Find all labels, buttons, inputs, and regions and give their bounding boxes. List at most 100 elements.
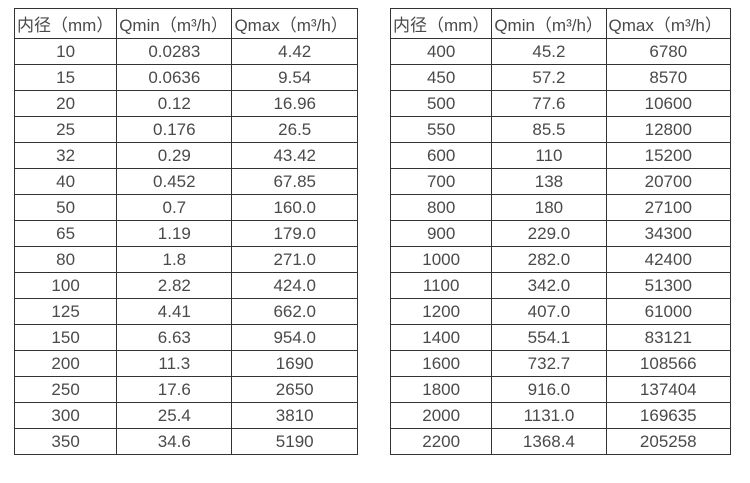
header-row: 内径（mm） Qmin（m³/h） Qmax（m³/h）: [13, 8, 358, 39]
table-row: 2200 1368.4 205258: [389, 428, 732, 455]
cell-qmax: 27100: [605, 194, 732, 221]
cell-diameter: 400: [389, 38, 493, 65]
cell-qmin: 34.6: [116, 428, 233, 455]
cell-diameter: 1400: [389, 324, 493, 351]
cell-diameter: 10: [13, 38, 118, 65]
cell-qmin: 45.2: [491, 38, 607, 65]
cell-diameter: 500: [389, 90, 493, 117]
flow-rate-table-small-diameters: 内径（mm） Qmin（m³/h） Qmax（m³/h） 10 0.0283 4.4…: [13, 8, 358, 455]
cell-diameter: 100: [13, 272, 118, 299]
table-row: 20 0.12 16.96: [13, 90, 358, 117]
cell-qmin: 229.0: [491, 220, 607, 247]
cell-qmax: 954.0: [231, 324, 358, 351]
cell-qmin: 25.4: [116, 402, 233, 429]
table-body: 10 0.0283 4.42 15 0.0636 9.54 20 0.12 16.96 25 0.1…: [13, 38, 358, 455]
cell-qmax: 61000: [605, 298, 732, 325]
table-row: 100 2.82 424.0: [13, 272, 358, 299]
table-row: 1400 554.1 83121: [389, 324, 732, 351]
table-row: 1800 916.0 137404: [389, 376, 732, 403]
cell-diameter: 700: [389, 168, 493, 195]
cell-qmax: 2650: [231, 376, 358, 403]
table-row: 800 180 27100: [389, 194, 732, 221]
cell-diameter: 65: [13, 220, 118, 247]
cell-qmin: 0.7: [116, 194, 233, 221]
cell-qmax: 8570: [605, 64, 732, 91]
cell-qmin: 407.0: [491, 298, 607, 325]
cell-qmin: 916.0: [491, 376, 607, 403]
cell-qmin: 0.0636: [116, 64, 233, 91]
cell-qmin: 110: [491, 142, 607, 169]
cell-qmin: 0.176: [116, 116, 233, 143]
header-qmax: Qmax（m³/h）: [231, 8, 358, 39]
table-row: 65 1.19 179.0: [13, 220, 358, 247]
cell-diameter: 150: [13, 324, 118, 351]
header-row: 内径（mm） Qmin（m³/h） Qmax（m³/h）: [389, 8, 732, 39]
cell-qmin: 0.0283: [116, 38, 233, 65]
table-row: 1100 342.0 51300: [389, 272, 732, 299]
cell-qmin: 1131.0: [491, 402, 607, 429]
cell-diameter: 15: [13, 64, 118, 91]
table-row: 500 77.6 10600: [389, 90, 732, 117]
table-row: 15 0.0636 9.54: [13, 64, 358, 91]
table-row: 250 17.6 2650: [13, 376, 358, 403]
cell-qmax: 5190: [231, 428, 358, 455]
cell-diameter: 900: [389, 220, 493, 247]
cell-qmin: 138: [491, 168, 607, 195]
table-header: 内径（mm） Qmin（m³/h） Qmax（m³/h）: [389, 8, 732, 39]
table-row: 700 138 20700: [389, 168, 732, 195]
cell-qmin: 342.0: [491, 272, 607, 299]
cell-qmax: 51300: [605, 272, 732, 299]
cell-qmax: 271.0: [231, 246, 358, 273]
cell-qmin: 732.7: [491, 350, 607, 377]
cell-diameter: 25: [13, 116, 118, 143]
header-qmin: Qmin（m³/h）: [491, 8, 607, 39]
table-row: 550 85.5 12800: [389, 116, 732, 143]
cell-qmax: 34300: [605, 220, 732, 247]
cell-qmax: 108566: [605, 350, 732, 377]
cell-qmax: 137404: [605, 376, 732, 403]
cell-qmax: 43.42: [231, 142, 358, 169]
cell-diameter: 1000: [389, 246, 493, 273]
cell-qmin: 1368.4: [491, 428, 607, 455]
cell-qmin: 282.0: [491, 246, 607, 273]
cell-qmax: 179.0: [231, 220, 358, 247]
cell-qmax: 67.85: [231, 168, 358, 195]
cell-diameter: 1200: [389, 298, 493, 325]
cell-qmax: 15200: [605, 142, 732, 169]
cell-diameter: 250: [13, 376, 118, 403]
cell-diameter: 350: [13, 428, 118, 455]
table-row: 1000 282.0 42400: [389, 246, 732, 273]
cell-diameter: 450: [389, 64, 493, 91]
table-row: 1200 407.0 61000: [389, 298, 732, 325]
cell-qmax: 12800: [605, 116, 732, 143]
cell-qmax: 169635: [605, 402, 732, 429]
cell-qmax: 3810: [231, 402, 358, 429]
cell-qmax: 20700: [605, 168, 732, 195]
cell-qmin: 85.5: [491, 116, 607, 143]
table-row: 80 1.8 271.0: [13, 246, 358, 273]
cell-qmax: 662.0: [231, 298, 358, 325]
cell-diameter: 550: [389, 116, 493, 143]
header-qmin: Qmin（m³/h）: [116, 8, 233, 39]
cell-qmin: 77.6: [491, 90, 607, 117]
table-row: 10 0.0283 4.42: [13, 38, 358, 65]
cell-qmax: 1690: [231, 350, 358, 377]
cell-qmax: 160.0: [231, 194, 358, 221]
cell-qmin: 1.8: [116, 246, 233, 273]
table-row: 350 34.6 5190: [13, 428, 358, 455]
cell-qmin: 4.41: [116, 298, 233, 325]
table-row: 900 229.0 34300: [389, 220, 732, 247]
table-row: 400 45.2 6780: [389, 38, 732, 65]
table-row: 50 0.7 160.0: [13, 194, 358, 221]
cell-qmax: 26.5: [231, 116, 358, 143]
cell-diameter: 2200: [389, 428, 493, 455]
cell-qmin: 0.29: [116, 142, 233, 169]
cell-qmin: 0.12: [116, 90, 233, 117]
cell-qmax: 9.54: [231, 64, 358, 91]
table-row: 1600 732.7 108566: [389, 350, 732, 377]
cell-qmax: 10600: [605, 90, 732, 117]
cell-qmax: 6780: [605, 38, 732, 65]
cell-diameter: 1800: [389, 376, 493, 403]
table-body: 400 45.2 6780 450 57.2 8570 500 77.6 10600 550 85.…: [389, 38, 732, 455]
